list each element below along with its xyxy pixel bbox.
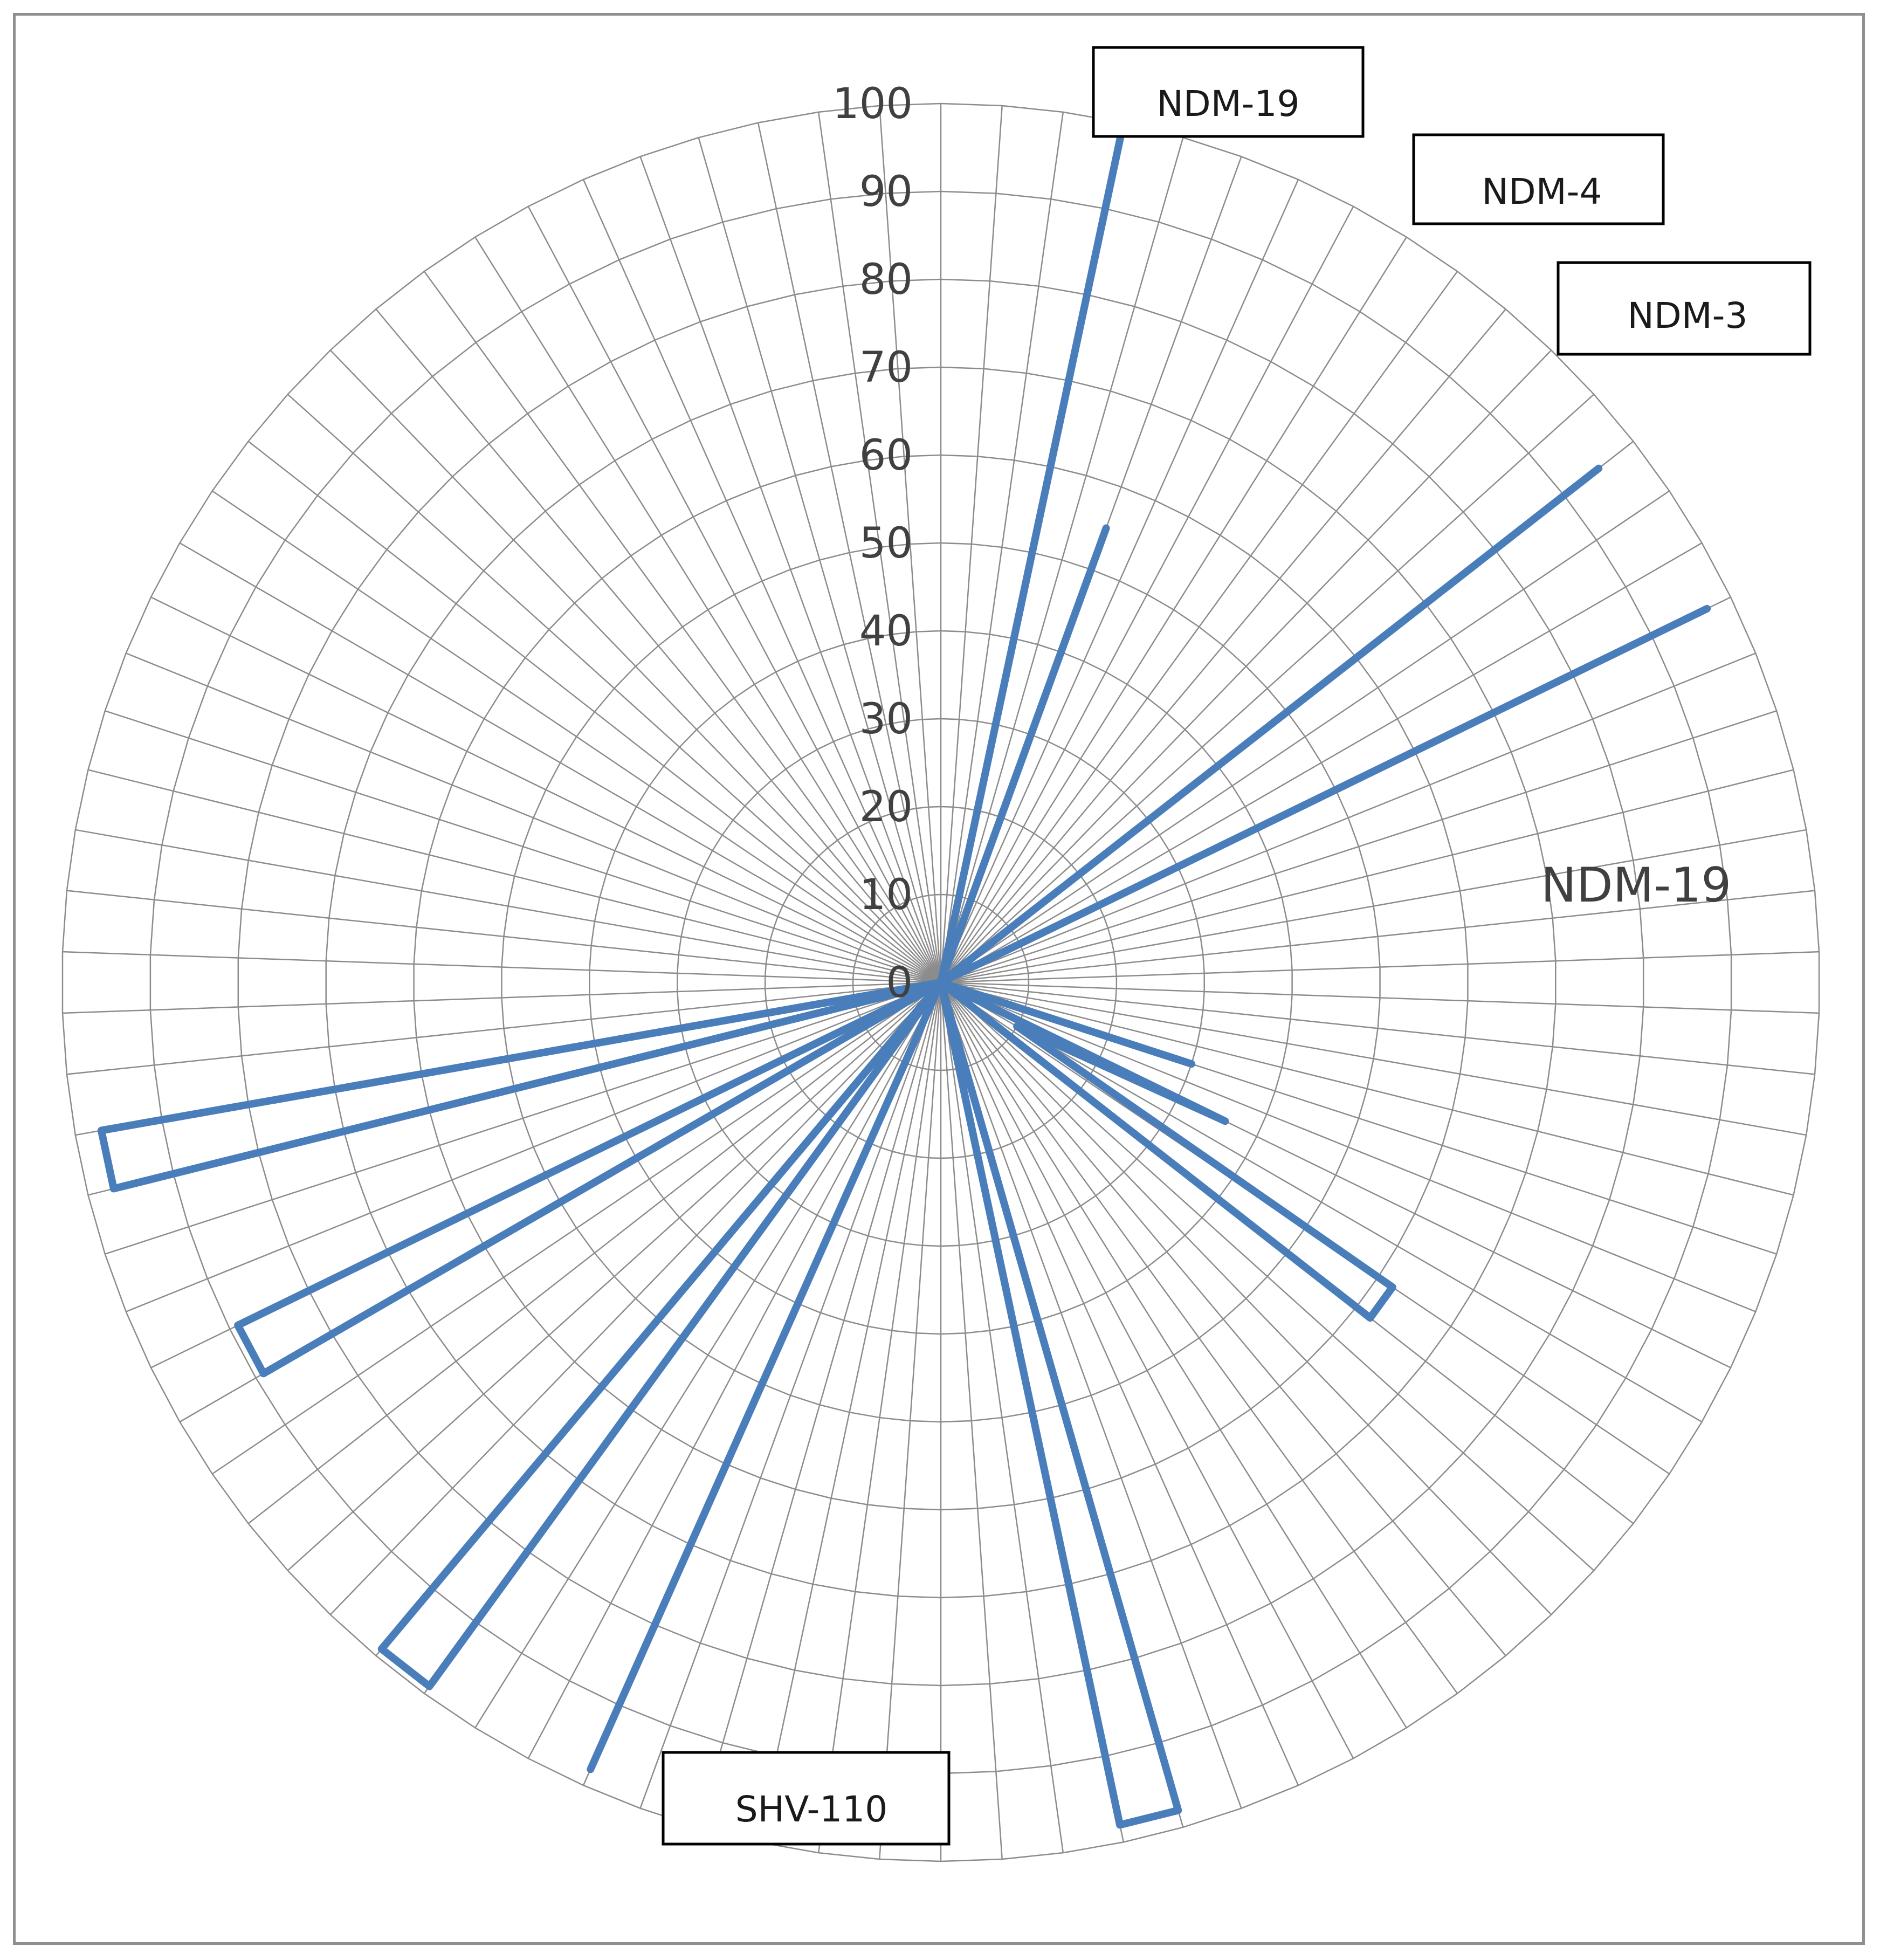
callout-box [1412,133,1665,225]
callout-label: NDM-3 [1628,295,1748,336]
radial-tick-label: 60 [859,431,913,480]
callout-ndm3: NDM-3 [1557,261,1812,356]
callout-ndm19-top: NDM-19 [1092,46,1365,138]
radar-gridline [677,718,1205,1247]
radar-gridline [764,806,1118,1159]
radial-tick-label: 90 [859,168,913,216]
callout-box [1092,46,1365,138]
radar-gridline [61,102,1820,1862]
radar-gridline [501,542,1381,1423]
callout-label: NDM-19 [1157,83,1300,125]
radar-tick-labels: 0 10 20 30 40 50 60 70 80 90 100 [832,80,913,1007]
radar-gridline [237,278,1644,1687]
radial-tick-label: 30 [859,695,913,744]
label-ndm19-right: NDM-19 [1541,857,1731,913]
radial-tick-label: 100 [832,80,913,128]
callout-label: NDM-4 [1482,171,1602,212]
callout-shv110: SHV-110 [662,1751,951,1846]
radial-tick-label: 80 [859,256,913,304]
callout-ndm4: NDM-4 [1412,133,1665,225]
callout-box [1557,261,1812,356]
radar-gridline [589,630,1293,1335]
callout-box [662,1751,951,1846]
radial-tick-label: 40 [859,607,913,656]
radial-tick-label: 20 [859,783,913,831]
radial-tick-label: 10 [859,871,913,919]
radar-gridline [852,893,1030,1071]
radial-tick-label: 0 [886,959,913,1007]
radar-gridline [413,454,1469,1511]
callout-label: SHV-110 [735,1789,888,1830]
series-line [97,127,1711,1829]
radar-series [97,127,1711,1829]
radial-tick-label: 70 [859,343,913,392]
radar-gridline [325,366,1557,1599]
radial-tick-label: 50 [859,519,913,568]
